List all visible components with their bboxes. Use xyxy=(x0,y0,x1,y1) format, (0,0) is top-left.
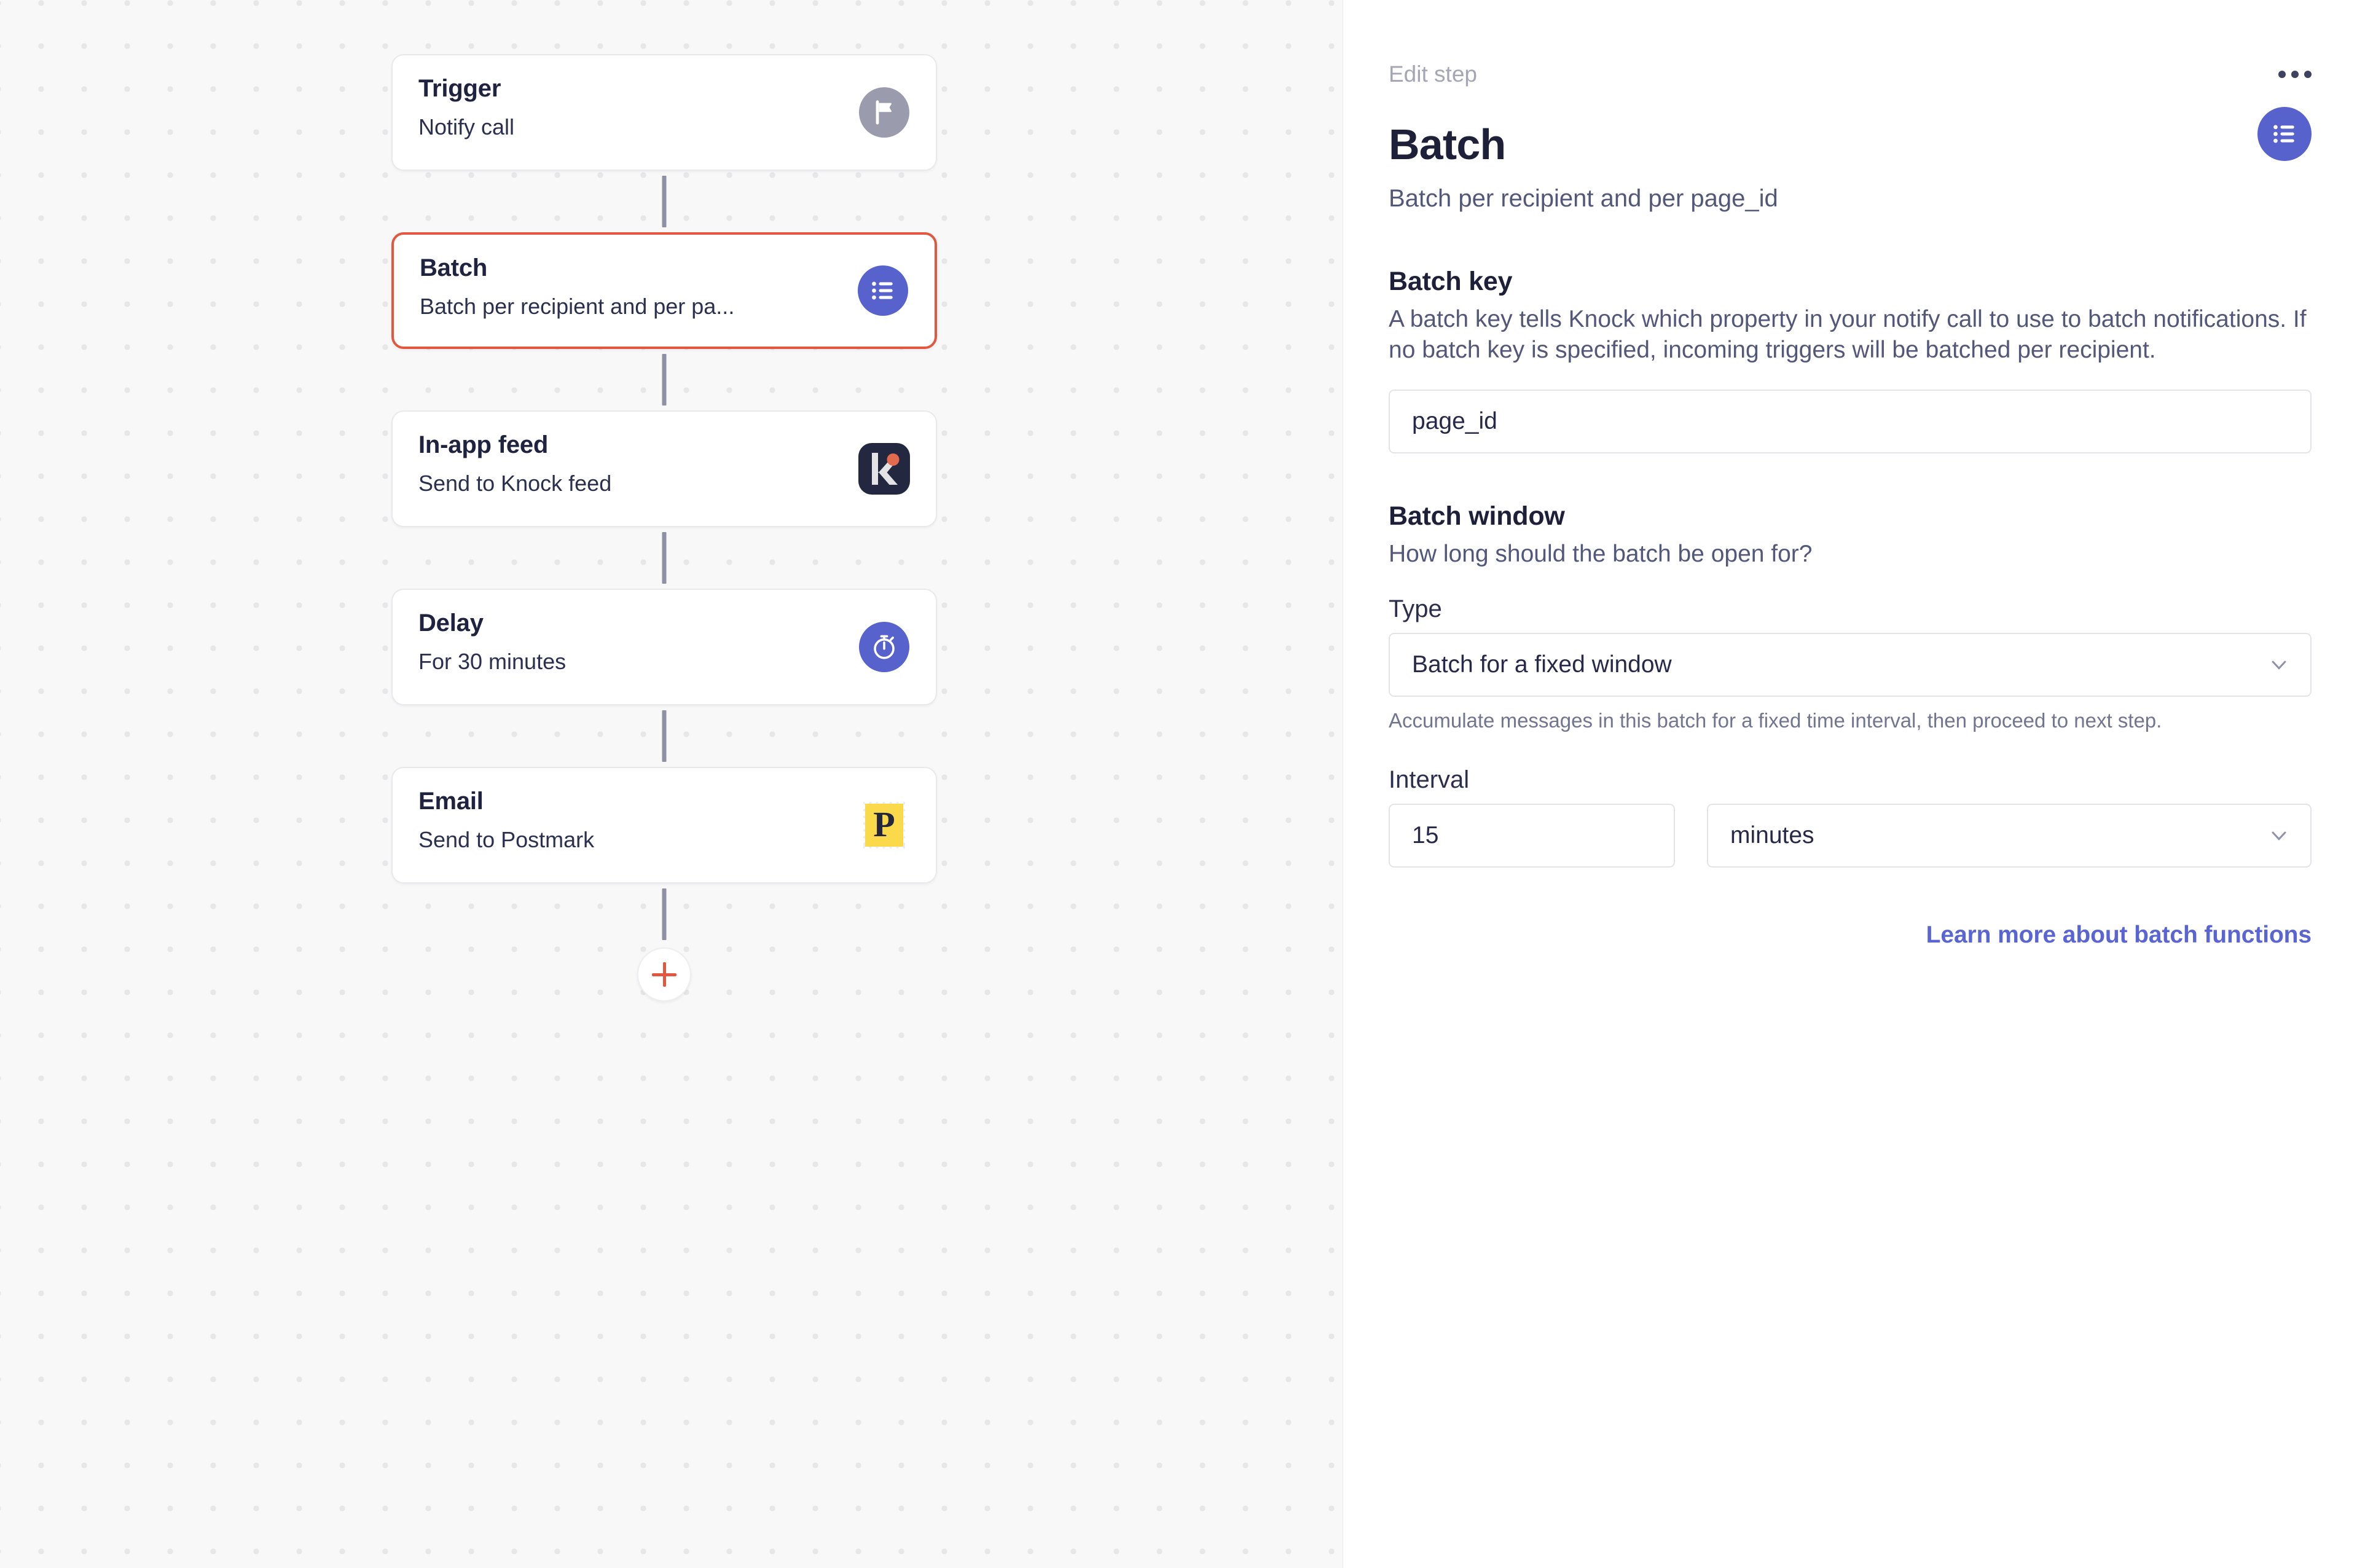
batch-key-description: A batch key tells Knock which property i… xyxy=(1389,306,2307,364)
node-title: Email xyxy=(418,788,484,815)
plus-icon xyxy=(662,962,666,987)
interval-row: minutes xyxy=(1389,803,2312,868)
node-subtitle: Notify call xyxy=(418,114,515,139)
workflow-node-delay[interactable]: Delay For 30 minutes xyxy=(391,589,937,705)
node-title: Trigger xyxy=(418,75,501,102)
chevron-down-icon xyxy=(2272,661,2286,670)
batch-window-heading: Batch window xyxy=(1389,501,1565,531)
postmark-letter: P xyxy=(873,804,895,844)
add-step-wrapper xyxy=(391,945,937,1019)
batch-type-value: Batch for a fixed window xyxy=(1412,651,1672,678)
interval-unit-value: minutes xyxy=(1730,821,1814,849)
page-title: Batch xyxy=(1389,120,1506,168)
dot xyxy=(2278,71,2286,78)
batch-type-select[interactable]: Batch for a fixed window xyxy=(1389,632,2312,697)
chevron-down-icon xyxy=(2272,831,2286,841)
panel-title-row: Batch Batch per recipient and per page_i… xyxy=(1389,107,2312,213)
workflow-node-in-app-feed[interactable]: In-app feed Send to Knock feed xyxy=(391,410,937,527)
workflow-canvas[interactable]: Trigger Notify call Batch Batch per reci… xyxy=(0,0,1344,1568)
workflow-node-trigger[interactable]: Trigger Notify call xyxy=(391,54,937,171)
node-connector xyxy=(391,884,937,945)
flag-icon xyxy=(857,85,911,139)
edit-step-panel: Edit step Batch Batch per recipient and … xyxy=(1343,0,2357,1568)
type-label: Type xyxy=(1389,595,1442,622)
learn-more-link[interactable]: Learn more about batch functions xyxy=(1926,921,2312,948)
node-subtitle: For 30 minutes xyxy=(418,649,567,674)
page-subtitle: Batch per recipient and per page_id xyxy=(1389,185,1778,212)
node-connector xyxy=(391,527,937,589)
workflow-node-batch[interactable]: Batch Batch per recipient and per pa... xyxy=(391,232,937,349)
batch-window-description: How long should the batch be open for? xyxy=(1389,540,1813,567)
batch-list-icon[interactable] xyxy=(2257,107,2312,161)
node-title: In-app feed xyxy=(418,431,549,458)
dot xyxy=(2304,71,2312,78)
interval-input[interactable] xyxy=(1389,803,1675,868)
interval-unit-select[interactable]: minutes xyxy=(1707,803,2312,868)
batch-key-section: Batch key A batch key tells Knock which … xyxy=(1389,267,2312,453)
workflow-node-email[interactable]: Email Send to Postmark xyxy=(391,767,937,884)
stopwatch-icon xyxy=(857,620,911,674)
node-connector xyxy=(391,705,937,767)
postmark-logo-icon: P xyxy=(857,798,911,852)
dot xyxy=(2291,71,2299,78)
node-subtitle: Send to Knock feed xyxy=(418,471,612,496)
batch-key-input[interactable] xyxy=(1389,389,2312,453)
node-connector xyxy=(391,171,937,232)
batch-key-heading: Batch key xyxy=(1389,267,1513,296)
node-connector xyxy=(391,349,937,410)
interval-label: Interval xyxy=(1389,766,1470,793)
batch-type-help: Accumulate messages in this batch for a … xyxy=(1389,708,2162,732)
add-step-button[interactable] xyxy=(637,947,691,1002)
node-subtitle: Batch per recipient and per pa... xyxy=(420,294,735,319)
batch-window-section: Batch window How long should the batch b… xyxy=(1389,501,2312,868)
workflow-node-list: Trigger Notify call Batch Batch per reci… xyxy=(391,54,937,1019)
panel-header: Edit step xyxy=(1389,58,2312,90)
batch-list-icon xyxy=(856,264,910,318)
node-subtitle: Send to Postmark xyxy=(418,827,595,852)
node-title: Batch xyxy=(420,254,488,281)
more-options-icon[interactable] xyxy=(2266,58,2312,90)
panel-eyebrow: Edit step xyxy=(1389,61,1477,87)
knock-logo-icon xyxy=(857,442,911,496)
node-title: Delay xyxy=(418,610,484,637)
